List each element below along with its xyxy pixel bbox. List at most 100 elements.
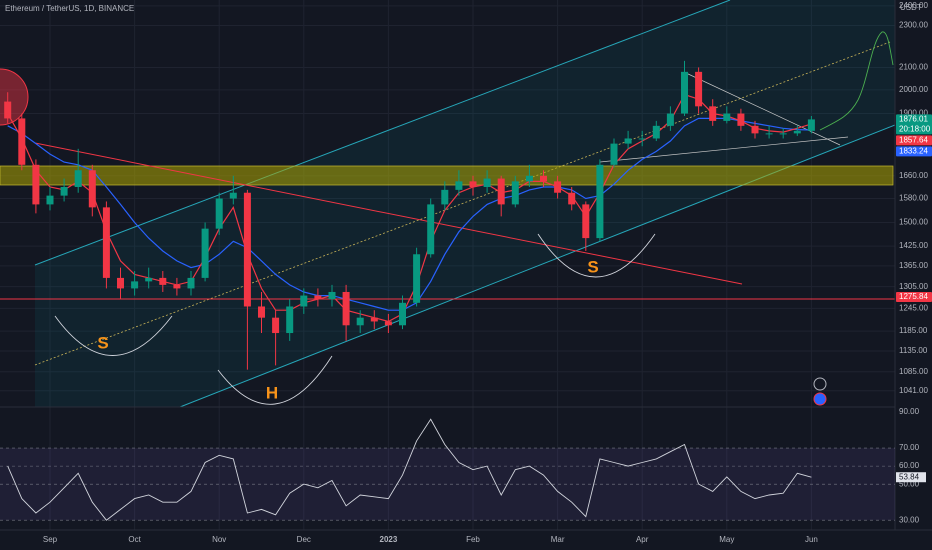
candle-body	[554, 181, 562, 193]
candle-body	[624, 138, 632, 144]
channel-upper	[34, 0, 731, 266]
rsi-tick-label: 90.00	[899, 407, 920, 416]
candle-body	[751, 125, 759, 134]
candle-body	[145, 277, 153, 282]
candle-body	[695, 71, 703, 107]
candle-body	[483, 178, 491, 188]
y-tick-label: 1365.00	[899, 261, 928, 270]
icon	[813, 392, 827, 406]
candle-body	[328, 291, 336, 300]
candle-body	[737, 113, 745, 126]
rsi-tick-label: 70.00	[899, 443, 920, 452]
shoulder-arc	[537, 233, 656, 278]
candle-body	[427, 204, 435, 255]
y-tick-label: 1660.00	[899, 171, 928, 180]
x-tick-label: Sep	[43, 535, 58, 544]
supply-zone	[0, 165, 894, 186]
x-tick-label: Apr	[636, 535, 649, 544]
y-tick-label: 1135.00	[899, 346, 928, 355]
candle-body	[215, 198, 223, 229]
y-tick-label: 1185.00	[899, 326, 928, 335]
moving-average	[7, 117, 812, 311]
price-badge	[896, 292, 932, 303]
x-tick-label: Feb	[466, 535, 480, 544]
candle-body	[681, 71, 688, 114]
candle-body	[4, 101, 12, 119]
projection	[819, 31, 894, 131]
candle-body	[525, 175, 533, 182]
annotation: S	[97, 333, 108, 352]
candle-body	[117, 277, 124, 289]
annotation: H	[266, 383, 278, 402]
countdown: 20:18:00	[899, 125, 931, 134]
channel-mid	[34, 41, 891, 366]
candle-body	[131, 281, 139, 289]
candle-body	[159, 277, 167, 285]
candle-body	[342, 291, 350, 326]
price-badge	[896, 135, 932, 146]
candle-body	[723, 113, 731, 121]
x-tick-label: Mar	[551, 535, 565, 544]
candle-body	[568, 192, 576, 205]
candle-body	[596, 164, 604, 239]
y-tick-label: 1900.00	[899, 109, 928, 118]
candle-body	[314, 295, 322, 300]
candle-body	[793, 130, 801, 134]
candle-body	[638, 138, 646, 140]
candle-body	[540, 175, 547, 182]
candle-body	[469, 181, 477, 188]
x-tick-label: Dec	[297, 535, 311, 544]
x-tick-label: Oct	[128, 535, 141, 544]
candle-body	[74, 170, 82, 188]
price-badge-label: 1833.24	[899, 147, 928, 156]
y-tick-label: 1085.00	[899, 367, 928, 376]
icon	[813, 377, 827, 391]
y-tick-label: 1041.00	[899, 386, 928, 395]
candle-body	[455, 181, 463, 190]
y-tick-label: 2100.00	[899, 63, 928, 72]
candle-body	[666, 113, 674, 126]
candle-body	[300, 295, 308, 307]
x-tick-label: May	[719, 535, 734, 544]
price-badge-label: 1876.01	[899, 115, 928, 124]
price-badge	[896, 146, 932, 157]
rsi-badge	[896, 472, 926, 483]
head-arc	[217, 355, 333, 405]
chart-title: Ethereum / TetherUS, 1D, BINANCE	[5, 4, 134, 13]
candle-body	[399, 302, 406, 326]
price-badge	[896, 114, 932, 135]
x-tick-label: 2023	[380, 535, 398, 544]
candle-body	[46, 195, 54, 205]
candle-body	[441, 189, 449, 205]
y-tick-label: 1245.00	[899, 303, 928, 312]
candle-body	[229, 192, 237, 199]
candle-body	[356, 317, 364, 326]
candle-body	[60, 187, 68, 196]
price-badge-label: 1857.64	[899, 136, 928, 145]
candle-body	[32, 164, 40, 205]
rsi-tick-label: 60.00	[899, 461, 920, 470]
candle-body	[173, 284, 181, 289]
candle-body	[286, 306, 294, 334]
triangle-lower	[599, 136, 849, 163]
candle-body	[807, 119, 815, 131]
candle-body	[497, 178, 505, 205]
y-axis-label: USDT	[900, 3, 922, 12]
y-tick-label: 1305.00	[899, 282, 928, 291]
y-tick-label: 1425.00	[899, 241, 928, 250]
candle-body	[413, 254, 421, 303]
candle-body	[765, 133, 773, 135]
rsi-badge-label: 53.84	[899, 472, 920, 481]
candle-body	[582, 204, 590, 239]
candle-body	[511, 181, 519, 205]
rsi-line	[7, 418, 812, 521]
price-badge-label: 1275.84	[899, 292, 928, 301]
candle-body	[610, 143, 618, 165]
shoulder-arc	[54, 315, 173, 356]
candle-body	[779, 133, 787, 135]
candle-body	[102, 207, 110, 278]
candle-body	[384, 321, 392, 326]
candle-body	[88, 170, 96, 208]
